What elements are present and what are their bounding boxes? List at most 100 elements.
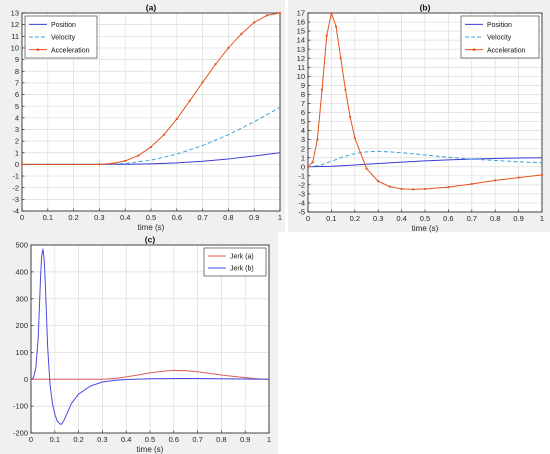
data-point xyxy=(494,179,497,182)
y-tick-label: -2 xyxy=(298,180,305,189)
series-line-acceleration xyxy=(22,13,280,165)
legend-label: Jerk (b) xyxy=(230,266,254,273)
data-point xyxy=(98,163,101,166)
y-tick-label: 14 xyxy=(297,36,305,45)
y-tick-label: 17 xyxy=(297,9,305,18)
y-tick-label: 8 xyxy=(15,67,19,76)
x-tick-label: 0.8 xyxy=(223,213,233,222)
y-tick-label: 0 xyxy=(24,375,28,384)
chart-b: 0 0.1 0.2 0.3 0.4 0.5 0.6 0.7 0.8 0.9 1-5-4-3-2-10… xyxy=(288,0,550,233)
data-point xyxy=(400,187,403,191)
data-point xyxy=(253,21,256,24)
x-tick-label: 0 xyxy=(20,213,24,222)
y-tick-label: -200 xyxy=(13,429,28,438)
data-point xyxy=(339,57,342,60)
plot-frame xyxy=(30,244,270,434)
y-tick-label: -1 xyxy=(298,171,305,180)
x-tick-label: 0.3 xyxy=(94,213,104,222)
legend-box xyxy=(203,247,267,277)
x-tick-label: 0.9 xyxy=(513,214,523,223)
data-point xyxy=(330,11,333,15)
x-tick-label: 0.4 xyxy=(120,213,130,222)
y-tick-label: 300 xyxy=(15,294,28,303)
y-tick-label: 500 xyxy=(15,241,28,250)
x-tick-label: 0.2 xyxy=(68,213,78,222)
legend-label: Acceleration xyxy=(487,47,526,54)
series-line-velocity xyxy=(308,150,542,168)
chart-title: (b) xyxy=(420,3,431,13)
y-tick-label: 1 xyxy=(15,148,19,157)
series-line-acceleration xyxy=(308,13,542,190)
y-tick-label: 6 xyxy=(301,108,305,117)
x-axis-label: time (s) xyxy=(412,224,439,233)
y-tick-label: 4 xyxy=(301,126,305,135)
y-tick-label: 11 xyxy=(11,32,19,41)
y-tick-label: 7 xyxy=(15,78,19,87)
y-tick-label: -4 xyxy=(298,199,305,208)
x-tick-label: 0.1 xyxy=(326,214,336,223)
y-tick-label: 15 xyxy=(297,27,305,36)
x-axis-label: time (s) xyxy=(137,445,164,454)
data-point xyxy=(188,99,191,103)
y-tick-label: 9 xyxy=(15,55,19,64)
x-tick-label: 1 xyxy=(267,435,271,444)
x-tick-label: 0.2 xyxy=(73,435,83,444)
y-tick-label: 12 xyxy=(297,54,305,63)
x-tick-label: 0 xyxy=(306,214,310,223)
legend-marker xyxy=(472,48,476,51)
data-point xyxy=(325,34,328,37)
y-tick-label: 400 xyxy=(15,267,28,276)
y-tick-label: 6 xyxy=(15,90,19,99)
data-point xyxy=(320,88,324,91)
x-tick-label: 0.4 xyxy=(396,214,406,223)
x-tick-label: 0.6 xyxy=(443,214,453,223)
data-point xyxy=(470,182,473,186)
data-point xyxy=(20,163,24,166)
x-tick-label: 0.7 xyxy=(192,435,202,444)
legend-marker xyxy=(36,48,40,51)
y-tick-label: 9 xyxy=(301,81,305,90)
data-point xyxy=(349,115,352,119)
plot-frame xyxy=(307,12,543,213)
chart-title: (a) xyxy=(146,3,157,13)
y-tick-label: 7 xyxy=(301,99,305,108)
series-line-jerk-b xyxy=(31,248,269,425)
y-tick-label: -2 xyxy=(12,183,19,192)
chart-title: (c) xyxy=(145,235,156,245)
data-point xyxy=(149,145,153,149)
y-tick-label: 5 xyxy=(301,117,305,126)
x-tick-label: 0.3 xyxy=(97,435,107,444)
data-point xyxy=(334,25,338,28)
data-point xyxy=(162,133,165,136)
data-point xyxy=(388,185,391,188)
y-tick-label: 5 xyxy=(15,102,19,111)
y-tick-label: 100 xyxy=(15,348,28,357)
data-point xyxy=(540,173,544,177)
data-point xyxy=(175,117,178,121)
data-point xyxy=(124,159,127,163)
data-point xyxy=(240,32,243,36)
data-point xyxy=(214,63,217,66)
x-tick-label: 0.9 xyxy=(240,435,250,444)
x-tick-label: 0.8 xyxy=(216,435,226,444)
chart-c: 0 0.1 0.2 0.3 0.4 0.5 0.6 0.7 0.8 0.9 1 -200 -100 0 10… xyxy=(0,232,278,454)
legend: Position Velocity Acceleration xyxy=(460,15,540,59)
y-tick-label: 8 xyxy=(301,90,305,99)
data-point xyxy=(316,138,319,141)
y-tick-label: 2 xyxy=(15,137,19,146)
y-tick-label: 13 xyxy=(297,45,305,54)
series-line-position xyxy=(308,157,542,168)
x-tick-label: 0 xyxy=(29,435,33,444)
legend: Position Velocity Acceleration xyxy=(24,15,98,59)
y-tick-label: 10 xyxy=(297,72,305,81)
y-tick-label: 10 xyxy=(11,44,19,53)
data-point xyxy=(227,46,230,50)
data-point xyxy=(278,11,282,15)
data-point xyxy=(311,161,314,164)
chart-a: 0 0.1 0.2 0.3 0.4 0.5 0.6 0.7 0.8 0.9 1-4-3-2-1012… xyxy=(0,0,285,232)
legend-label: Position xyxy=(51,22,76,29)
y-tick-label: 0 xyxy=(301,162,305,171)
x-tick-label: 0.7 xyxy=(467,214,477,223)
y-tick-label: 16 xyxy=(297,18,305,27)
